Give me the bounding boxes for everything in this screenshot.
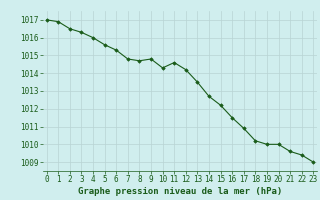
X-axis label: Graphe pression niveau de la mer (hPa): Graphe pression niveau de la mer (hPa) [78, 187, 282, 196]
